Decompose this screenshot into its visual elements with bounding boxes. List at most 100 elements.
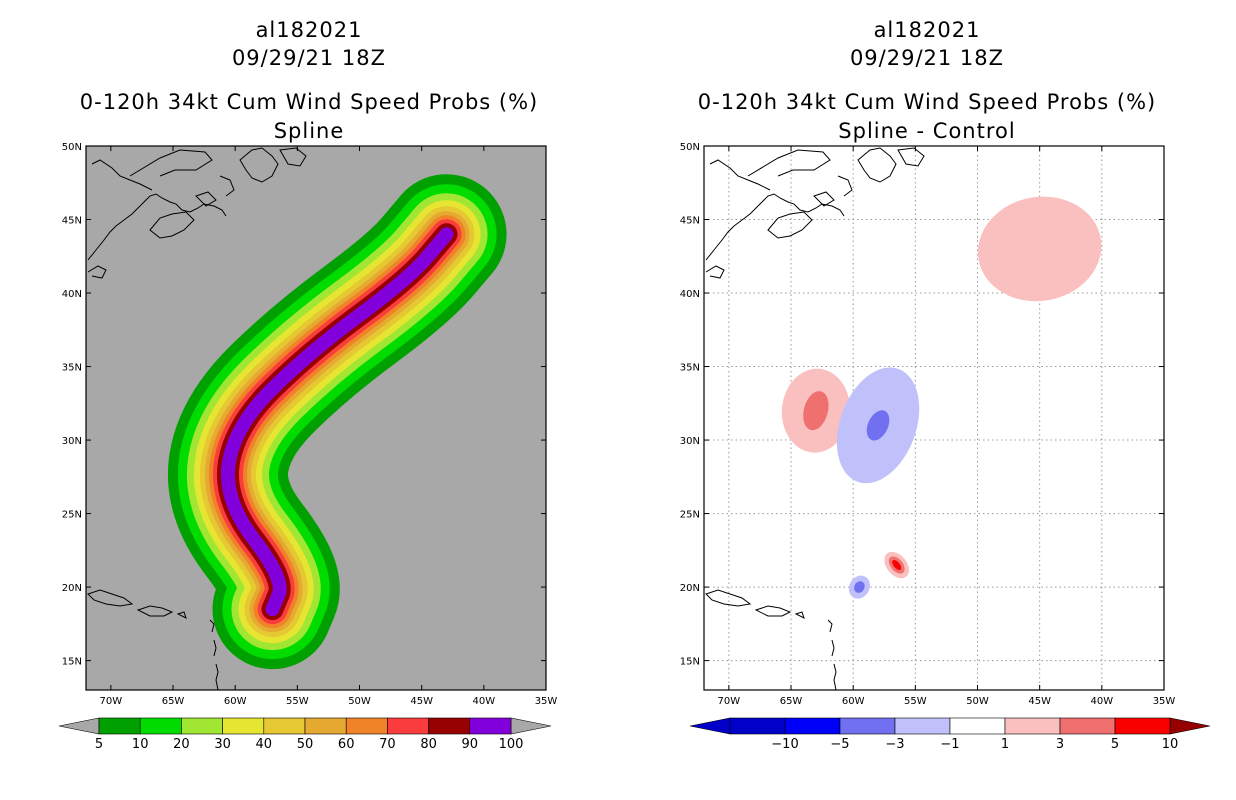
- colorbar-swatch: [345, 717, 388, 735]
- diff-contour-positive-3: [803, 391, 829, 431]
- x-tick-label: 60W: [842, 696, 865, 707]
- colorbar-label: 80: [420, 737, 437, 752]
- colorbar-swatch: [428, 717, 471, 735]
- y-tick-label: 35N: [680, 363, 700, 374]
- coastline: [87, 147, 307, 690]
- colorbar-swatch: [784, 717, 841, 735]
- x-tick-label: 35W: [535, 696, 558, 707]
- diff-contour-negative-m3: [866, 410, 890, 441]
- colorbar-swatch: [1114, 717, 1171, 735]
- colorbar-label: 10: [1162, 737, 1179, 752]
- diff-chart: 70W 65W 60W 55W 50W 45W 40W 35W 15N 20N 25N 30N 35N 4…: [680, 142, 1211, 752]
- colorbar-label: 30: [214, 737, 231, 752]
- y-tick-label: 40N: [680, 289, 700, 300]
- y-tick-label: 15N: [62, 657, 82, 668]
- probability-swath: [167, 174, 507, 670]
- colorbar-swatch: [222, 717, 265, 735]
- y-tick-label: 15N: [680, 657, 700, 668]
- colorbar-label: −5: [830, 737, 849, 752]
- y-tick-label: 25N: [680, 510, 700, 521]
- colorbar-swatch: [949, 717, 1006, 735]
- colorbar-swatch: [1004, 717, 1061, 735]
- colorbar-under-triangle: [689, 717, 731, 735]
- colorbar-label: 60: [338, 737, 355, 752]
- x-tick-label: 50W: [348, 696, 371, 707]
- y-tick-label: 50N: [62, 142, 82, 153]
- colorbar-label: 70: [379, 737, 396, 752]
- x-tick-label: 55W: [904, 696, 927, 707]
- y-tick-label: 50N: [680, 142, 700, 153]
- y-tick-label: 35N: [62, 363, 82, 374]
- storm-id: al182021: [255, 18, 363, 42]
- colorbar-label: −1: [940, 737, 959, 752]
- colorbar-swatch: [1059, 717, 1116, 735]
- method-subtitle-diff: Spline - Control: [838, 119, 1016, 143]
- colorbar-label: −10: [771, 737, 798, 752]
- colorbar-label: 90: [462, 737, 479, 752]
- method-subtitle: Spline: [273, 119, 345, 143]
- x-tick-label: 40W: [473, 696, 496, 707]
- colorbar-swatch: [894, 717, 951, 735]
- colorbar-over-triangle: [1169, 717, 1211, 735]
- y-tick-label: 40N: [62, 289, 82, 300]
- x-tick-label: 70W: [718, 696, 741, 707]
- y-tick-label: 45N: [62, 216, 82, 227]
- colorbar-swatch: [469, 717, 512, 735]
- x-tick-label: 55W: [286, 696, 309, 707]
- x-tick-label: 65W: [162, 696, 185, 707]
- colorbar: −10 −5 −3 −1 1 3 5 10: [689, 717, 1211, 752]
- y-tick-label: 20N: [62, 583, 82, 594]
- colorbar-swatch: [839, 717, 896, 735]
- axes: 70W 65W 60W 55W 50W 45W 40W 35W 15N 20N 25N 30N 35N 4…: [62, 142, 558, 707]
- colorbar-swatch: [304, 717, 347, 735]
- y-tick-label: 45N: [680, 216, 700, 227]
- coastline: [705, 147, 925, 690]
- left-panel: al182021 09/29/21 18Z 0-120h 34kt Cum Wi…: [58, 18, 558, 752]
- colorbar-swatch: [263, 717, 306, 735]
- colorbar-label: 10: [132, 737, 149, 752]
- colorbar-swatch: [98, 717, 141, 735]
- axes: 70W 65W 60W 55W 50W 45W 40W 35W 15N 20N 25N 30N 35N 4…: [680, 142, 1176, 707]
- x-tick-label: 40W: [1091, 696, 1114, 707]
- colorbar-label: 20: [173, 737, 190, 752]
- prob-chart: 70W 65W 60W 55W 50W 45W 40W 35W 15N 20N 25N 30N 35N 4…: [58, 142, 558, 752]
- right-panel: al182021 09/29/21 18Z 0-120h 34kt Cum Wi…: [618, 0, 1236, 800]
- colorbar-label: 40: [256, 737, 273, 752]
- y-tick-label: 30N: [62, 436, 82, 447]
- x-tick-label: 65W: [780, 696, 803, 707]
- colorbar-label: 3: [1056, 737, 1064, 752]
- diff-contour-positive-5: [892, 560, 902, 571]
- colorbar: 5 10 20 30 40 50 60 70 80 90 100: [58, 717, 552, 752]
- prob-contour-90: [220, 227, 454, 617]
- x-tick-label: 60W: [224, 696, 247, 707]
- y-tick-label: 20N: [680, 583, 700, 594]
- x-tick-label: 45W: [1028, 696, 1051, 707]
- map-frame: [703, 145, 1165, 691]
- colorbar-swatch: [181, 717, 223, 735]
- forecast-time: 09/29/21 18Z: [231, 46, 387, 70]
- x-tick-label: 70W: [100, 696, 123, 707]
- colorbar-label: 1: [1001, 737, 1009, 752]
- y-tick-label: 25N: [62, 510, 82, 521]
- forecast-time-diff: 09/29/21 18Z: [849, 46, 1005, 70]
- x-tick-label: 35W: [1153, 696, 1176, 707]
- colorbar-label: 50: [297, 737, 314, 752]
- storm-id-diff: al182021: [873, 18, 981, 42]
- x-tick-label: 50W: [966, 696, 989, 707]
- colorbar-over-triangle: [510, 717, 552, 735]
- colorbar-label: 100: [499, 737, 524, 752]
- colorbar-swatch: [139, 717, 182, 735]
- colorbar-under-triangle: [58, 717, 100, 735]
- colorbar-label: 5: [95, 737, 103, 752]
- colorbar-swatch: [729, 717, 786, 735]
- x-tick-label: 45W: [410, 696, 433, 707]
- product-title-diff: 0-120h 34kt Cum Wind Speed Probs (%): [697, 90, 1157, 114]
- diff-contour-negative-m3: [854, 581, 865, 593]
- colorbar-label: 5: [1111, 737, 1119, 752]
- map-frame: [85, 145, 547, 691]
- colorbar-swatch: [387, 717, 429, 735]
- difference-contours: [781, 196, 1102, 599]
- colorbar-label: −3: [885, 737, 904, 752]
- y-tick-label: 30N: [680, 436, 700, 447]
- product-title: 0-120h 34kt Cum Wind Speed Probs (%): [79, 90, 539, 114]
